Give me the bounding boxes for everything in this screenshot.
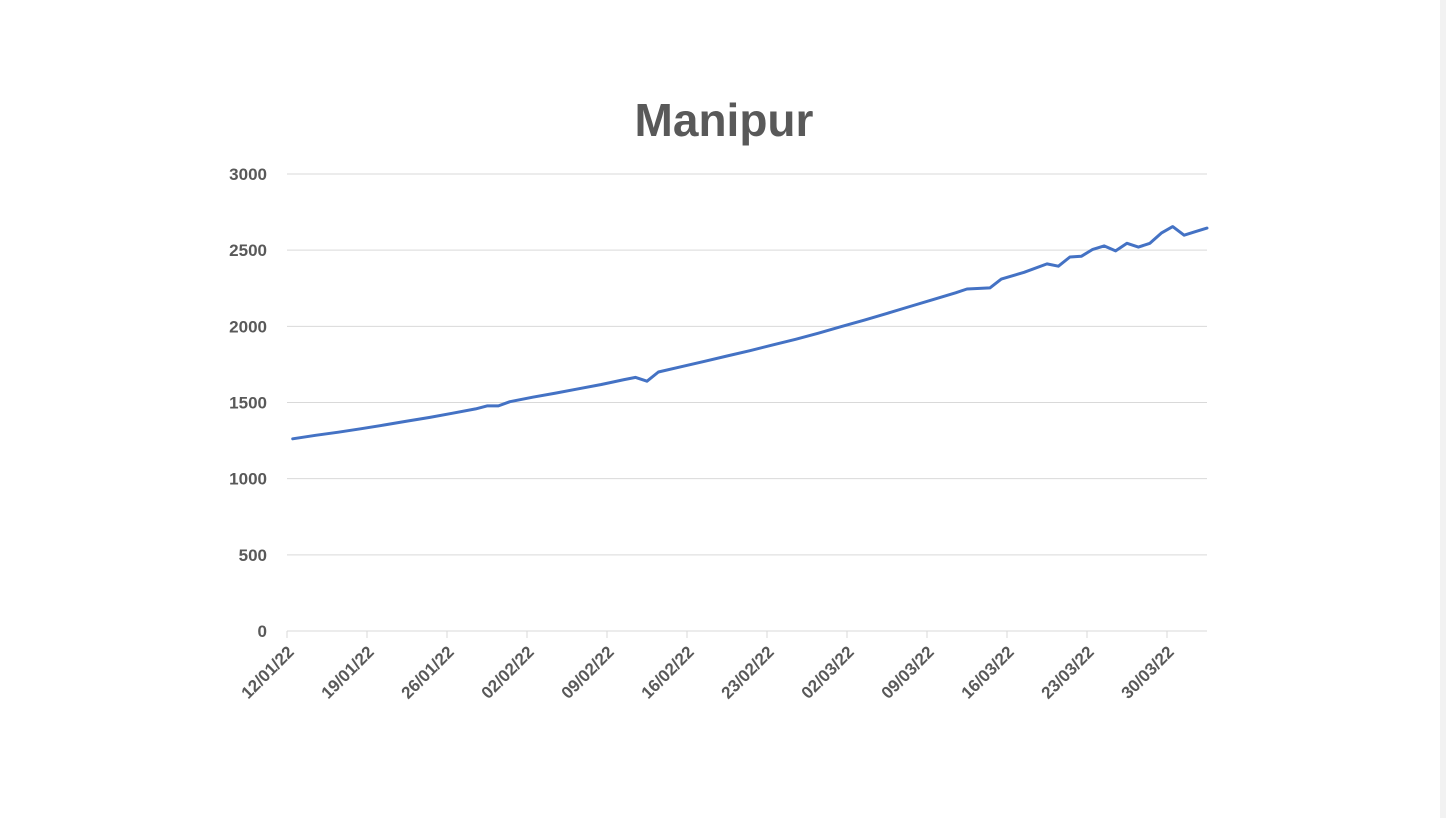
y-tick-label: 1000 [229,470,267,489]
y-axis: 0 500 1000 1500 2000 2500 3000 [229,165,267,641]
x-tick-label: 23/02/22 [718,642,778,702]
series-line [291,225,1209,441]
x-tick-label: 19/01/22 [318,642,378,702]
page-edge [1440,0,1446,818]
gridlines [287,173,1207,556]
x-tick-label: 02/02/22 [478,642,538,702]
y-tick-label: 3000 [229,165,267,184]
y-tick-label: 1500 [229,394,267,413]
y-tick-label: 2000 [229,317,267,336]
x-tick-label: 02/03/22 [798,642,858,702]
series-layer [291,225,1209,441]
chart-title: Manipur [635,94,814,146]
y-tick-label: 2500 [229,241,267,260]
x-tick-label: 26/01/22 [398,642,458,702]
x-tick-label: 23/03/22 [1038,642,1098,702]
y-tick-label: 0 [258,622,267,641]
x-tick-label: 30/03/22 [1118,642,1178,702]
x-tick-label: 09/03/22 [878,642,938,702]
x-tick-label: 09/02/22 [558,642,618,702]
x-tick-label: 12/01/22 [238,642,298,702]
x-tick-label: 16/03/22 [958,642,1018,702]
x-axis: 12/01/22 19/01/22 26/01/22 02/02/22 09/02/22… [238,630,1207,703]
y-tick-label: 500 [239,546,267,565]
x-tick-label: 16/02/22 [638,642,698,702]
